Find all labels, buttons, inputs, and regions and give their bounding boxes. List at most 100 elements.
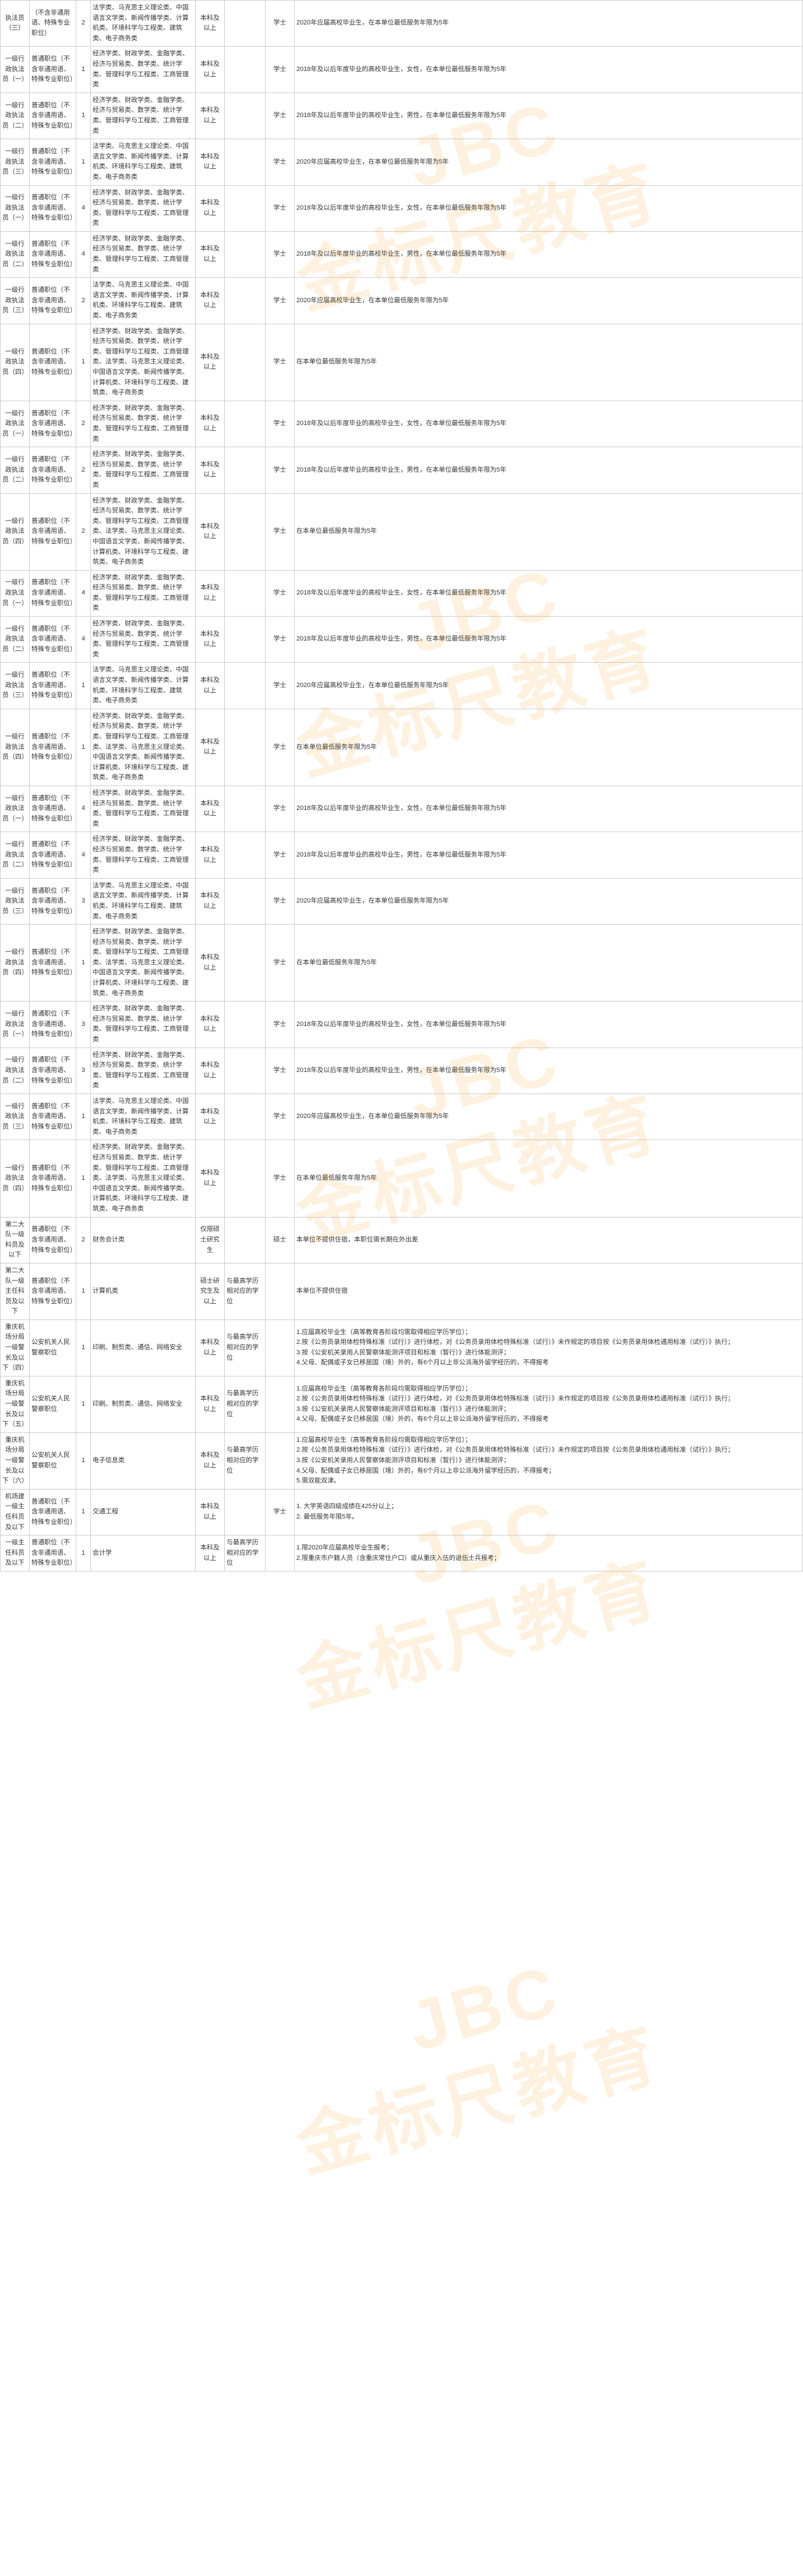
table-cell: 4 xyxy=(76,617,91,663)
table-cell: 经济学类、财政学类、金融学类、经济与贸易类、数学类、统计学类、管理科学与工程类、… xyxy=(91,447,196,493)
table-cell: 学士 xyxy=(266,709,295,785)
table-cell: 1 xyxy=(76,1140,91,1217)
table-cell: 普通职位（不含非通用语、特殊专业职位） xyxy=(30,878,76,924)
table-cell: 一级行政执法员（四） xyxy=(1,925,30,1002)
table-cell: 1 xyxy=(76,47,91,93)
table-cell: 1 xyxy=(76,1432,91,1489)
table-cell: 学士 xyxy=(266,139,295,185)
table-cell xyxy=(225,1489,266,1535)
table-cell: 本科及以上 xyxy=(196,570,225,616)
table-cell: 本科及以上 xyxy=(196,1535,225,1572)
table-cell xyxy=(225,1094,266,1140)
table-cell: 经济学类、财政学类、金融学类、经济与贸易类、数学类、统计学类、管理科学与工程类、… xyxy=(91,785,196,831)
table-cell: 法学类、马克思主义理论类、中国语言文学类、新闻传播学类、计算机类、环境科学与工程… xyxy=(91,878,196,924)
table-cell: 普通职位（不含非通用语、特殊专业职位） xyxy=(30,231,76,277)
table-cell: 本科及以上 xyxy=(196,663,225,709)
table-cell: 1 xyxy=(76,139,91,185)
table-cell xyxy=(266,1263,295,1319)
table-cell: 1 xyxy=(76,1263,91,1319)
table-cell: 3 xyxy=(76,1048,91,1094)
table-cell: 一级行政执法员（一） xyxy=(1,785,30,831)
table-cell: 2020年应届高校毕业生，在本单位最低服务年限为5年 xyxy=(295,139,803,185)
table-cell: 本科及以上 xyxy=(196,1376,225,1432)
table-cell: 重庆机场分局一级警长及以下（四） xyxy=(1,1319,30,1376)
table-cell: 与最高学历相对应的学位 xyxy=(225,1432,266,1489)
table-cell: 学士 xyxy=(266,785,295,831)
table-cell: 2018年及以后年度毕业的高校毕业生，女性，在本单位最低服务年限为5年 xyxy=(295,185,803,231)
table-cell: 本科及以上 xyxy=(196,1432,225,1489)
table-cell: 学士 xyxy=(266,832,295,878)
table-cell: 一级行政执法员（三） xyxy=(1,139,30,185)
table-cell: 一级主任科员及以下 xyxy=(1,1535,30,1572)
table-cell: 本科及以上 xyxy=(196,1048,225,1094)
table-cell: 与最高学历相对应的学位 xyxy=(225,1376,266,1432)
table-cell: 普通职位（不含非通用语、特殊专业职位） xyxy=(30,832,76,878)
table-cell xyxy=(225,570,266,616)
table-cell: 3 xyxy=(76,878,91,924)
table-cell: 普通职位（不含非通用语、特殊专业职位） xyxy=(30,570,76,616)
table-cell: 经济学类、财政学类、金融学类、经济与贸易类、数学类、统计学类、管理科学与工程类、… xyxy=(91,185,196,231)
table-cell: 2 xyxy=(76,493,91,570)
table-cell: 经济学类、财政学类、金融学类、经济与贸易类、数学类、统计学类、管理科学与工程类、… xyxy=(91,1140,196,1217)
table-cell: 2 xyxy=(76,278,91,324)
table-cell: 经济学类、财政学类、金融学类、经济与贸易类、数学类、统计学类、管理科学与工程类、… xyxy=(91,570,196,616)
table-cell: 学士 xyxy=(266,93,295,139)
table-cell: 一级行政执法员（三） xyxy=(1,1094,30,1140)
table-cell: 经济学类、财政学类、金融学类、经济与贸易类、数学类、统计学类、管理科学与工程类、… xyxy=(91,617,196,663)
table-cell: 普通职位（不含非通用语、特殊专业职位） xyxy=(30,709,76,785)
table-row: 一级行政执法员（三）普通职位（不含非通用语、特殊专业职位）1法学类、马克思主义理… xyxy=(1,1094,803,1140)
table-cell: 普通职位（不含非通用语、特殊专业职位） xyxy=(30,925,76,1002)
table-cell: 1 xyxy=(76,1489,91,1535)
table-row: 一级行政执法员（四）普通职位（不含非通用语、特殊专业职位）1经济学类、财政学类、… xyxy=(1,925,803,1002)
table-row: 一级行政执法员（三）普通职位（不含非通用语、特殊专业职位）3法学类、马克思主义理… xyxy=(1,878,803,924)
table-cell: 普通职位（不含非通用语、特殊专业职位） xyxy=(30,324,76,401)
table-cell: 本科及以上 xyxy=(196,231,225,277)
table-cell: 经济学类、财政学类、金融学类、经济与贸易类、数学类、统计学类、管理科学与工程类、… xyxy=(91,93,196,139)
table-cell: 一级行政执法员（四） xyxy=(1,709,30,785)
table-cell: 1 xyxy=(76,1094,91,1140)
table-row: 一级行政执法员（四）普通职位（不含非通用语、特殊专业职位）2经济学类、财政学类、… xyxy=(1,493,803,570)
table-row: 一级行政执法员（四）普通职位（不含非通用语、特殊专业职位）1经济学类、财政学类、… xyxy=(1,324,803,401)
table-cell: 在本单位最低服务年限为5年 xyxy=(295,493,803,570)
table-cell: 学士 xyxy=(266,1,295,47)
table-row: 一级行政执法员（三）普通职位（不含非通用语、特殊专业职位）2法学类、马克思主义理… xyxy=(1,278,803,324)
table-cell: 普通职位（不含非通用语、特殊专业职位） xyxy=(30,1217,76,1263)
table-cell: 2018年及以后年度毕业的高校毕业生，男性，在本单位最低服务年限为5年 xyxy=(295,617,803,663)
table-cell: 一级行政执法员（二） xyxy=(1,832,30,878)
table-cell: 一级行政执法员（一） xyxy=(1,570,30,616)
table-cell: 本科及以上 xyxy=(196,1094,225,1140)
table-cell: 学士 xyxy=(266,185,295,231)
table-cell: 普通职位（不含非通用语、特殊专业职位） xyxy=(30,493,76,570)
table-cell: 交通工程 xyxy=(91,1489,196,1535)
table-cell: 执法员（三） xyxy=(1,1,30,47)
table-cell: 本单位不提供住宿 xyxy=(295,1263,803,1319)
table-cell: 普通职位（不含非通用语、特殊专业职位） xyxy=(30,663,76,709)
table-cell: 一级行政执法员（三） xyxy=(1,278,30,324)
table-cell xyxy=(225,878,266,924)
table-cell: 4 xyxy=(76,570,91,616)
table-cell: 公安机关人民警察职位 xyxy=(30,1432,76,1489)
table-row: 一级行政执法员（三）普通职位（不含非通用语、特殊专业职位）1法学类、马克思主义理… xyxy=(1,663,803,709)
table-row: 一级行政执法员（二）普通职位（不含非通用语、特殊专业职位）4经济学类、财政学类、… xyxy=(1,231,803,277)
table-cell xyxy=(225,47,266,93)
table-cell: 4 xyxy=(76,185,91,231)
table-cell: 经济学类、财政学类、金融学类、经济与贸易类、数学类、统计学类、管理科学与工程类、… xyxy=(91,47,196,93)
table-cell: 普通职位（不含非通用语、特殊专业职位） xyxy=(30,447,76,493)
table-cell xyxy=(225,231,266,277)
table-cell: 第二大队一级科员及以下 xyxy=(1,1217,30,1263)
table-cell: 经济学类、财政学类、金融学类、经济与贸易类、数学类、统计学类、管理科学与工程类、… xyxy=(91,925,196,1002)
table-cell: 公安机关人民警察职位 xyxy=(30,1376,76,1432)
table-cell: 1 xyxy=(76,663,91,709)
table-cell: 普通职位（不含非通用语、特殊专业职位） xyxy=(30,785,76,831)
table-cell: 本科及以上 xyxy=(196,185,225,231)
table-cell: 一级行政执法员（一） xyxy=(1,401,30,447)
table-cell: 一级行政执法员（四） xyxy=(1,493,30,570)
watermark: 金标尺教育 xyxy=(284,1997,670,2192)
table-cell: 财务会计类 xyxy=(91,1217,196,1263)
table-cell: 2 xyxy=(76,1217,91,1263)
table-row: 一级行政执法员（三）普通职位（不含非通用语、特殊专业职位）1法学类、马克思主义理… xyxy=(1,139,803,185)
table-cell: 印刷、制剪类、通信、网络安全 xyxy=(91,1319,196,1376)
table-cell xyxy=(225,709,266,785)
table-cell: 与最高学历相对应的学位 xyxy=(225,1535,266,1572)
table-cell: 学士 xyxy=(266,1140,295,1217)
